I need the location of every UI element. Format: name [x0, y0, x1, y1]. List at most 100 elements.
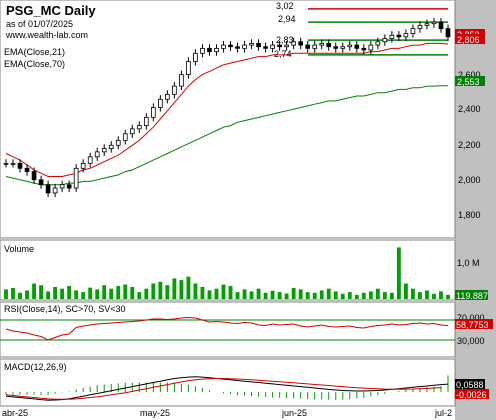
ema70-badge-bg [455, 76, 485, 86]
candle-body [122, 133, 128, 141]
volume-bar [256, 288, 261, 299]
candle-body [445, 28, 451, 38]
volume-bar [60, 288, 65, 299]
rsi-tick: 30,000 [457, 336, 485, 346]
rsi-line [5, 316, 449, 341]
candle-body [284, 44, 289, 48]
ema70-line [5, 85, 448, 186]
level-label-283: 2,83 [276, 35, 294, 45]
volume-panel-frame [0, 239, 456, 301]
volume-bar [158, 281, 163, 299]
macd-signal-badge-bg [455, 389, 489, 399]
volume-bar [179, 280, 184, 299]
candle-body [66, 184, 72, 189]
candle-body [417, 24, 423, 30]
date-tick: abr-25 [2, 408, 28, 418]
volume-bar [389, 292, 394, 299]
rsi-panel-frame [0, 301, 456, 358]
candle-body [396, 34, 402, 38]
volume-bar [11, 288, 15, 299]
volume-bar [18, 292, 22, 299]
volume-bar [361, 292, 366, 299]
volume-bar [200, 286, 205, 299]
volume-bar [109, 288, 114, 299]
date-tick: jul-2 [434, 408, 452, 418]
volume-bar [368, 291, 373, 299]
volume-bar [446, 294, 450, 299]
date-tick: may-25 [140, 408, 170, 418]
candle-body [24, 167, 30, 172]
ema70-badge: 2,553 [457, 77, 480, 87]
volume-bar [39, 285, 44, 299]
volume-bar [333, 291, 338, 299]
candle-body [368, 44, 374, 51]
candle-body [45, 184, 51, 194]
candle-body [151, 107, 156, 118]
volume-bar [312, 292, 317, 299]
volume-bar [319, 290, 324, 299]
candle-body [38, 179, 44, 186]
candle-body [158, 98, 163, 108]
volume-bar [298, 289, 303, 299]
candle-body [410, 28, 416, 34]
volume-bar [235, 292, 240, 299]
website-link[interactable]: www.wealth-lab.com [5, 30, 88, 40]
volume-bar [340, 293, 345, 299]
price-tick: 2,000 [458, 175, 481, 185]
volume-label: Volume [4, 244, 34, 254]
candle-body [424, 23, 430, 26]
candle-body [221, 44, 226, 49]
macd-label: MACD(12,26,9) [4, 362, 67, 372]
volume-bar [439, 291, 443, 299]
candle-body [165, 93, 170, 100]
candle-body [326, 43, 332, 48]
candle-body [52, 187, 58, 194]
candle-body [207, 47, 212, 53]
candle-body [249, 43, 254, 46]
candle-body [101, 148, 107, 153]
rsi-label: RSI(Close,14), SC>70, SV<30 [4, 304, 126, 314]
candle-body [108, 144, 114, 149]
candle-body [438, 21, 444, 30]
rsi-tick: 70,000 [457, 313, 485, 323]
candle-body [179, 74, 184, 87]
volume-bar [410, 288, 415, 299]
volume-tick: 1,0 M [457, 258, 480, 268]
candle-body [277, 44, 282, 48]
rsi-badge-bg [455, 319, 493, 329]
volume-bar [326, 288, 331, 299]
candle-body [129, 128, 135, 135]
volume-bar [375, 288, 380, 299]
volume-bar [95, 289, 100, 299]
volume-bar [242, 289, 247, 299]
ema21-badge: 2,806 [457, 35, 480, 45]
volume-bar [74, 290, 79, 299]
volume-bar [116, 285, 121, 299]
chart-title: PSG_MC Daily [6, 3, 96, 18]
volume-bar [193, 283, 198, 299]
candle-body [193, 52, 198, 62]
candle-body [186, 61, 191, 76]
date-tick: jun-25 [281, 408, 307, 418]
volume-bar [144, 288, 149, 299]
volume-bar [270, 290, 275, 299]
volume-bar [284, 293, 289, 299]
volume-bar [382, 292, 387, 299]
macd-line [5, 376, 449, 401]
ema21-label: EMA(Close,21) [4, 47, 65, 57]
volume-bar [291, 288, 296, 299]
volume-bar [207, 290, 212, 299]
volume-bar [403, 283, 408, 299]
candle-body [235, 46, 240, 49]
candle-body [305, 44, 311, 49]
macd-signal-badge: -0,0026 [456, 390, 487, 400]
candle-body [361, 47, 367, 51]
candle-body [270, 44, 275, 49]
candle-body [375, 41, 381, 46]
candle-body [333, 46, 339, 49]
volume-bar [425, 290, 429, 299]
volume-bar [67, 285, 72, 299]
price-tick: 1,800 [458, 210, 481, 220]
candle-body [3, 162, 9, 165]
